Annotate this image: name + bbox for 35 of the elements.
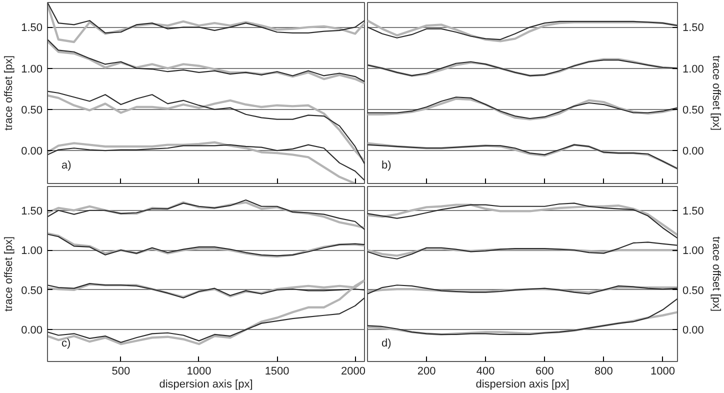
annotation: a) xyxy=(62,160,72,172)
y-tick-label: 1.00 xyxy=(21,63,43,76)
x-axis-title: dispersion axis [px] xyxy=(159,378,253,390)
annotation: c) xyxy=(62,338,71,350)
y-tick-label: 1.50 xyxy=(21,22,43,34)
y-tick-label: 0.50 xyxy=(682,284,704,297)
x-tick-label: 2000 xyxy=(341,366,366,378)
y-tick-label: 0.50 xyxy=(21,104,43,116)
y-tick-label: 1.50 xyxy=(682,205,704,218)
y-axis-title: trace offset [px] xyxy=(710,236,722,312)
y-tick-label: 1.50 xyxy=(21,205,43,218)
x-tick-label: 200 xyxy=(417,366,436,378)
y-tick-label: 1.00 xyxy=(682,245,704,258)
annotation: d) xyxy=(382,338,392,350)
annotation: b) xyxy=(382,160,392,172)
y-tick-label: 0.00 xyxy=(682,324,704,337)
y-tick-label: 0.00 xyxy=(682,146,704,158)
y-axis-title: trace offset [px] xyxy=(3,236,16,312)
x-tick-label: 800 xyxy=(594,366,613,378)
y-tick-label: 1.50 xyxy=(682,22,704,34)
y-axis-title: trace offset [px] xyxy=(3,55,16,130)
y-tick-label: 0.00 xyxy=(21,146,43,158)
x-tick-label: 400 xyxy=(476,366,495,378)
y-axis-title: trace offset [px] xyxy=(710,56,722,131)
y-tick-label: 1.00 xyxy=(682,63,704,76)
x-tick-label: 1000 xyxy=(186,366,212,378)
x-tick-label: 1500 xyxy=(264,366,290,378)
y-tick-label: 0.50 xyxy=(682,104,704,116)
y-tick-label: 0.00 xyxy=(21,324,43,337)
x-tick-label: 500 xyxy=(112,366,130,378)
x-tick-label: 600 xyxy=(535,366,554,378)
y-tick-label: 1.00 xyxy=(21,245,43,258)
x-tick-label: 1000 xyxy=(650,366,675,378)
x-axis-title: dispersion axis [px] xyxy=(476,378,570,390)
y-tick-label: 0.50 xyxy=(21,284,43,297)
